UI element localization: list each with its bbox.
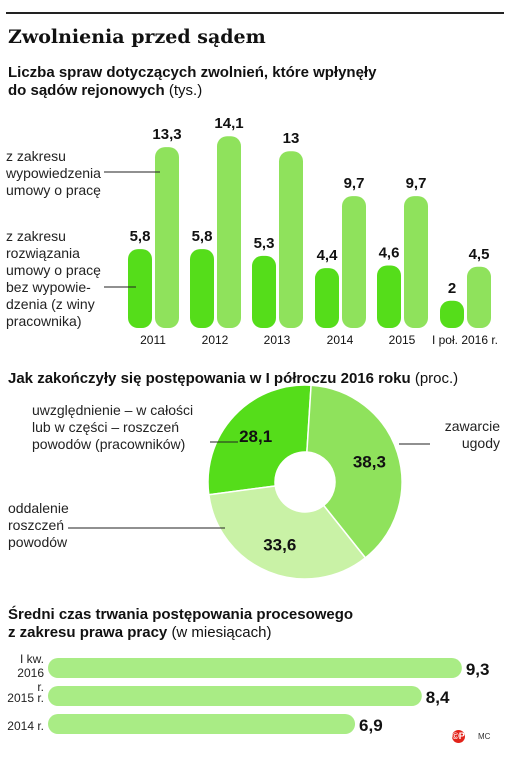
hbar-label-q1-2016-line2: 2016 r.	[17, 666, 44, 694]
hbar-1	[48, 686, 422, 706]
hbar-label-q1-2016: I kw. 2016 r.	[10, 652, 44, 694]
bar-label-termination-5: 4,5	[469, 246, 490, 263]
bar-termination-3	[342, 196, 366, 328]
bar-label-termination-1: 14,1	[214, 115, 243, 132]
page-title: Zwolnienia przed sądem	[8, 26, 266, 48]
donut-label-settlement: zawarcie ugody	[430, 418, 500, 452]
section2-title-text: Jak zakończyły się postępowania w I półr…	[8, 370, 411, 387]
donut-label-upheld-line2: lub w części – roszczeń	[32, 419, 180, 435]
bar-dissolution-1	[190, 249, 214, 328]
bar-termination-1	[217, 136, 241, 328]
legend-termination: z zakresu wypowiedzenia umowy o pracę	[6, 148, 101, 199]
donut-label-dismissed: oddalenie roszczeń powodów	[8, 500, 69, 551]
section3-title-line1: Średni czas trwania postępowania proceso…	[8, 606, 354, 623]
legend-dissolution-line2: rozwiązania	[6, 245, 80, 261]
bar-dissolution-0	[128, 249, 152, 328]
legend-dissolution-line5: dzenia (z winy	[6, 296, 95, 312]
section3-title: Średni czas trwania postępowania proceso…	[8, 606, 353, 642]
donut-slice-0	[207, 384, 312, 496]
section2-unit: (proc.)	[414, 370, 459, 387]
section1-unit: (tys.)	[168, 82, 203, 99]
donut-label-upheld: uwzględnienie – w całości lub w części –…	[32, 402, 193, 453]
x-tick-4: 2015	[389, 333, 416, 347]
hbar-label-2014: 2014 r.	[7, 719, 44, 733]
legend-dissolution-line3: umowy o pracę	[6, 262, 101, 278]
hbar-2	[48, 714, 356, 734]
x-tick-0: 2011	[140, 333, 166, 347]
publisher-logo: ©P	[452, 730, 465, 743]
x-tick-2: 2013	[264, 333, 291, 347]
legend-termination-line3: umowy o pracę	[6, 182, 101, 198]
donut-label-dismissed-line2: roszczeń	[8, 517, 65, 533]
hbar-0	[48, 658, 462, 678]
section3-unit: (w miesiącach)	[171, 624, 272, 641]
section1-title-line1: Liczba spraw dotyczących zwolnień, które…	[8, 64, 377, 81]
bar-label-termination-4: 9,7	[406, 175, 427, 192]
donut-label-upheld-line3: powodów (pracowników)	[32, 436, 186, 452]
donut-value-2: 33,6	[263, 536, 296, 555]
bar-label-dissolution-2: 5,3	[254, 235, 275, 252]
bar-label-dissolution-5: 2	[448, 280, 456, 297]
footer-credit: ©P MC	[452, 730, 490, 743]
x-tick-1: 2012	[202, 333, 229, 347]
bar-dissolution-3	[315, 268, 339, 328]
bar-label-dissolution-1: 5,8	[192, 228, 213, 245]
donut-label-dismissed-line3: powodów	[8, 534, 68, 550]
bar-label-termination-2: 13	[283, 130, 300, 147]
bar-termination-2	[279, 151, 303, 328]
x-tick-3: 2014	[327, 333, 354, 347]
bar-termination-4	[404, 196, 428, 328]
legend-dissolution-line6: pracownika)	[6, 313, 82, 329]
donut-label-settlement-line2: ugody	[461, 435, 500, 451]
legend-termination-line2: wypowiedzenia	[6, 165, 101, 181]
bar-dissolution-5	[440, 300, 464, 328]
hbar-value-0: 9,3	[466, 660, 490, 679]
bar-label-dissolution-4: 4,6	[379, 244, 400, 261]
hbar-value-2: 6,9	[359, 716, 383, 735]
bar-label-termination-3: 9,7	[344, 175, 365, 192]
bar-termination-5	[467, 266, 491, 328]
donut-label-upheld-line1: uwzględnienie – w całości	[32, 402, 194, 418]
section2-title: Jak zakończyły się postępowania w I półr…	[8, 370, 458, 388]
legend-termination-line1: z zakresu	[6, 148, 66, 164]
bar-label-termination-0: 13,3	[152, 126, 181, 143]
donut-label-settlement-line1: zawarcie	[444, 418, 500, 434]
donut-slice-1	[306, 384, 403, 559]
bar-label-dissolution-3: 4,4	[317, 247, 339, 264]
hbar-label-q1-2016-line1: I kw.	[19, 652, 44, 666]
section1-title-line2: do sądów rejonowych	[8, 82, 165, 99]
bar-dissolution-2	[252, 255, 276, 328]
donut-value-0: 28,1	[239, 427, 272, 446]
bar-dissolution-4	[377, 265, 401, 328]
author-credit: MC	[478, 732, 491, 741]
legend-dissolution-line4: bez wypowie-	[6, 279, 91, 295]
x-tick-5: I poł. 2016 r.	[432, 333, 498, 347]
hbar-label-2015: 2015 r.	[7, 691, 44, 705]
legend-dissolution-line1: z zakresu	[6, 228, 66, 244]
donut-label-dismissed-line1: oddalenie	[8, 500, 69, 516]
section1-title: Liczba spraw dotyczących zwolnień, które…	[8, 64, 376, 100]
donut-slice-2	[208, 485, 367, 580]
top-rule	[6, 12, 504, 14]
legend-dissolution: z zakresu rozwiązania umowy o pracę bez …	[6, 228, 101, 330]
bar-termination-0	[155, 147, 179, 328]
bar-label-dissolution-0: 5,8	[130, 228, 151, 245]
donut-value-1: 38,3	[353, 453, 386, 472]
hbar-value-1: 8,4	[426, 688, 450, 707]
section3-title-line2: z zakresu prawa pracy	[8, 624, 168, 641]
